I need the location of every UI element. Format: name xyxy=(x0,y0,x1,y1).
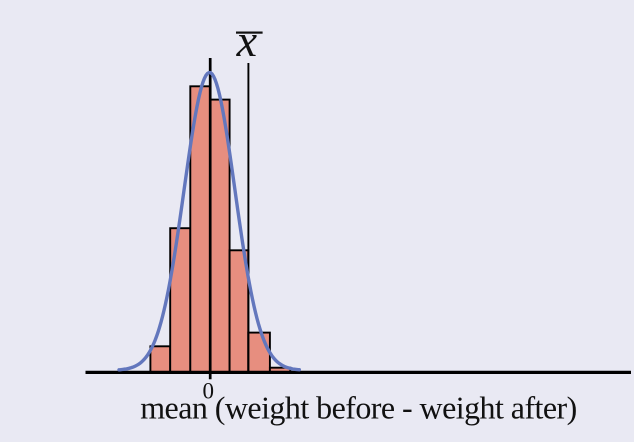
svg-text:0: 0 xyxy=(202,379,214,404)
svg-text:x: x xyxy=(236,15,258,66)
svg-text:mean (weight before - weight a: mean (weight before - weight after) xyxy=(140,390,577,426)
